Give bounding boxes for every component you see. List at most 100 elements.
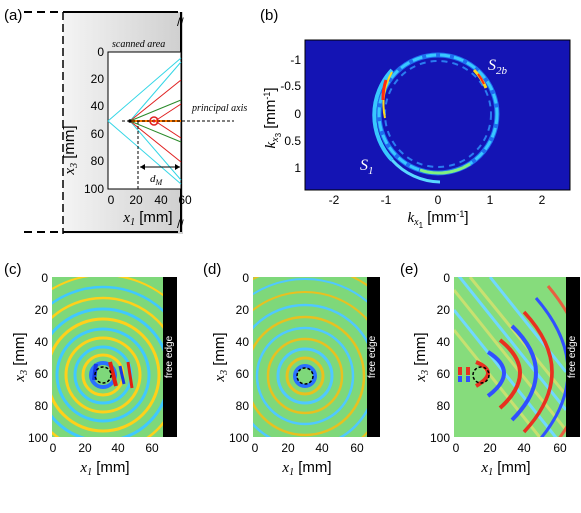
k-space-rings [372, 52, 500, 184]
scanned-area-label: scanned area [112, 39, 165, 50]
e-inclusion-outline [472, 366, 490, 384]
svg-text:60: 60 [236, 367, 250, 381]
e-y-ticks: 0 20 40 60 80 100 [430, 271, 450, 445]
svg-text:0: 0 [242, 271, 249, 285]
svg-text:0: 0 [252, 441, 259, 455]
svg-text:80: 80 [236, 399, 250, 413]
b-x-ticks: -2 -1 0 1 2 [329, 193, 546, 207]
panel-label-a: (a) [4, 7, 22, 24]
d-x-label: x1 [mm] [281, 459, 331, 478]
inclusion-icon [149, 116, 159, 126]
svg-text:40: 40 [111, 441, 125, 455]
e-free-edge-bar [566, 277, 580, 437]
svg-text:-1: -1 [381, 193, 392, 207]
svg-text:0: 0 [294, 107, 301, 121]
break-mark-top: // [177, 15, 184, 29]
svg-text:80: 80 [437, 399, 451, 413]
svg-text:20: 20 [91, 72, 105, 86]
svg-text:0: 0 [50, 441, 57, 455]
svg-text:0: 0 [443, 271, 450, 285]
svg-text:0: 0 [453, 441, 460, 455]
svg-text:80: 80 [35, 399, 49, 413]
c-inclusion-outline [94, 366, 112, 384]
svg-text:60: 60 [553, 441, 567, 455]
panel-label-c: (c) [4, 261, 22, 278]
svg-text:60: 60 [178, 193, 192, 207]
break-mark-bottom: // [177, 217, 184, 231]
svg-text:100: 100 [430, 431, 450, 445]
s2b-label: S2b [488, 57, 508, 77]
e-y-label: x3 [mm] [412, 332, 431, 382]
e-x-ticks: 0 20 40 60 [453, 441, 567, 455]
svg-text:40: 40 [91, 99, 105, 113]
svg-text:60: 60 [437, 367, 451, 381]
svg-text:0: 0 [108, 193, 115, 207]
panel-label-e: (e) [400, 261, 418, 278]
svg-text:80: 80 [91, 154, 105, 168]
svg-text:-2: -2 [329, 193, 340, 207]
rays [107, 57, 182, 185]
svg-text:100: 100 [229, 431, 249, 445]
panel-b: (b) S1 S2b -1 -0.5 0 0.5 1 -2 -1 0 1 [260, 7, 571, 230]
panel-c: (c) free edge 0 20 40 60 80 100 [4, 261, 177, 478]
a-x-ticks: 0 20 40 60 [108, 193, 192, 207]
svg-text:20: 20 [129, 193, 143, 207]
svg-text:0: 0 [97, 45, 104, 59]
panel-label-b: (b) [260, 7, 278, 24]
d-y-label: x3 [mm] [211, 332, 230, 382]
svg-text:20: 20 [78, 441, 92, 455]
svg-text:40: 40 [35, 335, 49, 349]
d-free-edge-label: free edge [367, 335, 378, 378]
panel-d: (d) free edge 0 20 40 60 80 100 0 20 [203, 261, 380, 478]
svg-text:-0.5: -0.5 [280, 79, 301, 93]
d-x-ticks: 0 20 40 60 [252, 441, 364, 455]
dm-label: dM [150, 173, 164, 187]
c-y-label: x3 [mm] [11, 332, 30, 382]
c-free-edge-label: free edge [164, 335, 175, 378]
e-x-label: x1 [mm] [480, 459, 530, 478]
svg-text:40: 40 [517, 441, 531, 455]
svg-text:60: 60 [145, 441, 159, 455]
svg-text:0: 0 [435, 193, 442, 207]
b-y-label: kx3 [mm-1] [262, 87, 283, 148]
svg-text:100: 100 [84, 182, 104, 196]
d-y-ticks: 0 20 40 60 80 100 [229, 271, 249, 445]
c-x-ticks: 0 20 40 60 [50, 441, 159, 455]
svg-text:40: 40 [236, 335, 250, 349]
a-y-ticks: 0 20 40 60 80 100 [84, 45, 104, 196]
k-space-plot [304, 39, 571, 191]
d-free-edge-bar [367, 277, 380, 437]
svg-text:0.5: 0.5 [284, 134, 301, 148]
svg-text:20: 20 [35, 303, 49, 317]
c-wave-rings [52, 277, 163, 437]
svg-text:40: 40 [315, 441, 329, 455]
a-x-label: x1 [mm] [122, 209, 172, 228]
d-inclusion-outline [296, 367, 314, 385]
b-x-label: kx1 [mm-1] [407, 209, 468, 230]
dm-arrowheads [140, 164, 180, 170]
svg-text:60: 60 [91, 127, 105, 141]
svg-text:40: 40 [437, 335, 451, 349]
svg-text:1: 1 [294, 161, 301, 175]
principal-axis-label: principal axis [191, 103, 247, 114]
c-x-label: x1 [mm] [79, 459, 129, 478]
svg-text:20: 20 [437, 303, 451, 317]
s1-label: S1 [360, 157, 374, 177]
svg-text:-1: -1 [290, 53, 301, 67]
c-y-ticks: 0 20 40 60 80 100 [28, 271, 48, 445]
a-y-label: x3 [mm] [61, 125, 80, 175]
svg-text:20: 20 [236, 303, 250, 317]
svg-text:60: 60 [350, 441, 364, 455]
svg-text:1: 1 [487, 193, 494, 207]
c-free-edge-bar [163, 277, 177, 437]
e-free-edge-label: free edge [567, 335, 578, 378]
svg-text:20: 20 [483, 441, 497, 455]
svg-text:0: 0 [41, 271, 48, 285]
svg-text:2: 2 [539, 193, 546, 207]
focal-point [128, 119, 132, 123]
e-wave-fronts [454, 277, 566, 437]
svg-text:20: 20 [281, 441, 295, 455]
panel-e: (e) free edge 0 20 40 60 80 [400, 261, 580, 478]
svg-text:100: 100 [28, 431, 48, 445]
